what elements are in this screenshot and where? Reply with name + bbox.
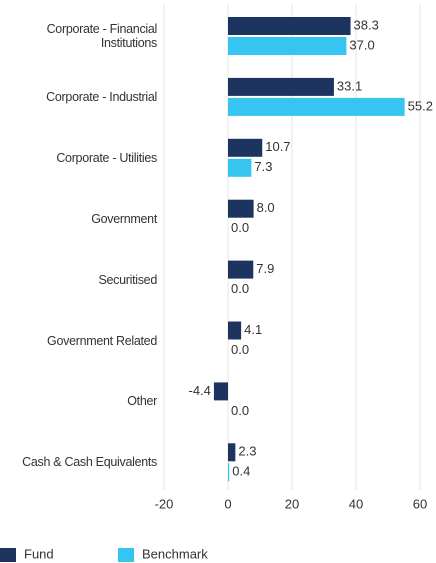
bar [228, 260, 254, 279]
value-label: 0.0 [231, 220, 249, 235]
value-label: 55.2 [408, 98, 433, 113]
bar [228, 97, 405, 116]
value-label: 4.1 [244, 322, 262, 337]
value-label: 0.0 [231, 281, 249, 296]
value-label: 0.4 [232, 464, 250, 479]
value-label: 7.9 [256, 261, 274, 276]
category-label: Corporate - Utilities [56, 150, 157, 165]
category-label: Corporate - Industrial [46, 89, 157, 104]
bar [228, 37, 347, 55]
category-label: Government [91, 211, 157, 226]
legend-swatch [118, 548, 134, 562]
bar [228, 463, 230, 482]
bar [228, 138, 263, 157]
category-label: Government Related [47, 333, 157, 348]
category-label: Securitised [98, 272, 157, 287]
category-label: Corporate - Financial Institutions [46, 22, 158, 50]
bar [228, 443, 236, 462]
bar [228, 321, 242, 340]
legend-label: Benchmark [142, 546, 208, 561]
value-label: -4.4 [189, 383, 211, 398]
value-label: 8.0 [257, 200, 275, 215]
bar [213, 382, 228, 401]
value-label: 0.0 [231, 342, 249, 357]
x-tick-label: 0 [224, 496, 231, 511]
x-tick-label: 20 [285, 496, 299, 511]
value-label: 33.1 [337, 78, 362, 93]
bar [228, 199, 254, 218]
legend-swatch [0, 548, 16, 562]
legend-label: Fund [24, 546, 54, 561]
value-label: 37.0 [349, 37, 374, 52]
bar [228, 158, 252, 177]
value-label: 7.3 [254, 159, 272, 174]
value-label: 0.0 [231, 403, 249, 418]
bar [228, 17, 351, 35]
x-tick-label: 40 [349, 496, 363, 511]
x-tick-label: 60 [413, 496, 427, 511]
x-tick-label: -20 [155, 496, 174, 511]
category-label: Other [127, 394, 157, 409]
value-label: 10.7 [265, 139, 290, 154]
value-label: 2.3 [238, 444, 256, 459]
category-label: Cash & Cash Equivalents [22, 455, 157, 470]
value-label: 38.3 [354, 17, 379, 32]
bar [228, 77, 334, 96]
